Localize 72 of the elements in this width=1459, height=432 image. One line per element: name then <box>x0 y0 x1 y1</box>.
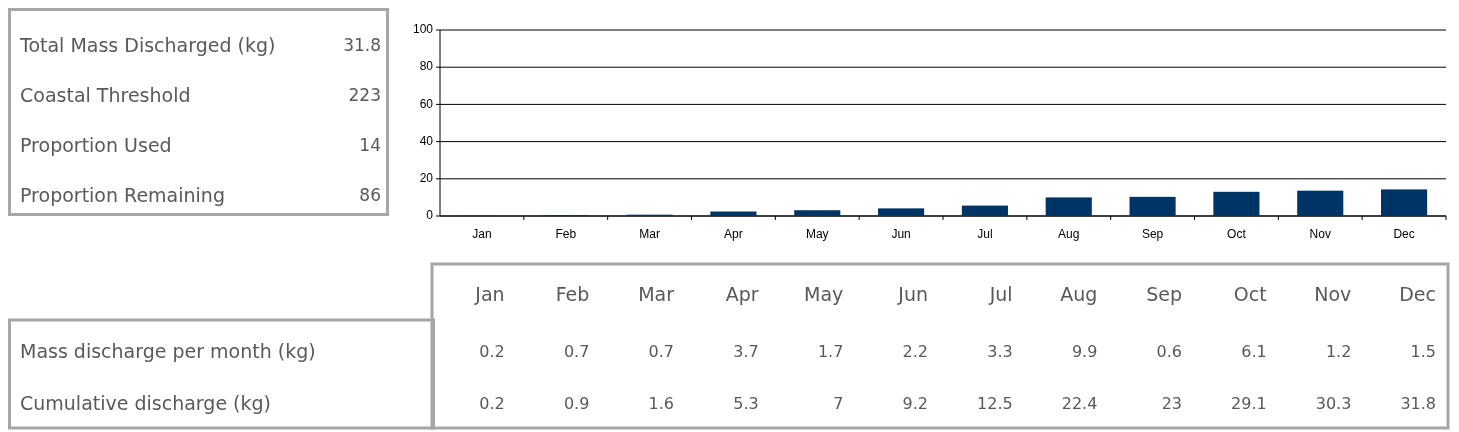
data-label: 22.4 <box>1061 393 1098 413</box>
x-tick-label: Nov <box>1309 227 1331 241</box>
text: Cumulative discharge (kg) <box>20 391 272 414</box>
data-label: 6.1 <box>1241 341 1267 361</box>
bar <box>794 210 841 216</box>
data-label: 1.5 <box>1410 341 1436 361</box>
x-tick-label: Jun <box>891 227 911 241</box>
data-label: 23 <box>1161 393 1182 413</box>
data-label: 1.2 <box>1325 341 1352 361</box>
x-tick-label: Oct <box>1227 227 1247 241</box>
x-tick-label: Apr <box>724 227 743 241</box>
data-label: 5.3 <box>733 393 759 413</box>
data-label: 7 <box>833 393 844 413</box>
data-label: 1.6 <box>648 393 674 413</box>
bar <box>1381 189 1428 216</box>
category-label: Proportion Used <box>20 133 172 156</box>
category-label: Jun <box>897 282 928 305</box>
text: Mass discharge per month (kg) <box>20 339 316 362</box>
x-tick-label: Sep <box>1141 227 1164 241</box>
data-label: 9.2 <box>902 393 928 413</box>
x-tick-label: May <box>805 227 829 241</box>
category-label: Jul <box>988 282 1013 305</box>
x-tick-label: Dec <box>1393 227 1415 241</box>
data-label: 3.3 <box>987 341 1013 361</box>
data-label: 31.8 <box>1400 393 1436 413</box>
bar <box>1297 190 1344 216</box>
x-tick-label: Jan <box>472 227 492 241</box>
bar <box>1045 197 1092 216</box>
data-label: 14 <box>359 135 381 155</box>
y-tick-label: 0 <box>426 208 434 223</box>
category-label: Mar <box>638 282 675 305</box>
data-label: 0.2 <box>479 393 505 413</box>
category-label: Oct <box>1233 282 1267 305</box>
x-tick-label: Aug <box>1058 227 1080 241</box>
y-tick-label: 100 <box>412 22 434 37</box>
x-tick-label: Mar <box>639 227 660 241</box>
data-label: 0.6 <box>1156 341 1182 361</box>
bar <box>1213 191 1260 216</box>
category-label: Jan <box>474 282 505 305</box>
category-label: Nov <box>1314 282 1352 305</box>
category-label: Feb <box>555 282 590 305</box>
bar <box>1129 196 1176 216</box>
category-label: Proportion Remaining <box>20 183 225 206</box>
data-label: 31.8 <box>343 35 381 55</box>
y-tick-label: 80 <box>419 59 434 74</box>
data-label: 12.5 <box>977 393 1013 413</box>
data-label: 9.9 <box>1071 341 1098 361</box>
data-label: 0.9 <box>563 393 590 413</box>
data-label: 0.2 <box>479 341 505 361</box>
category-label: Aug <box>1060 282 1098 305</box>
category-label: Total Mass Discharged (kg) <box>19 33 276 56</box>
y-tick-label: 60 <box>419 96 434 111</box>
data-label: 0.7 <box>563 341 590 361</box>
bar <box>961 205 1008 216</box>
x-tick-label: Jul <box>977 227 993 241</box>
bar <box>878 208 925 216</box>
category-label: Dec <box>1399 282 1436 305</box>
data-label: 2.2 <box>902 341 928 361</box>
y-tick-label: 40 <box>419 133 434 148</box>
data-label: 29.1 <box>1231 393 1267 413</box>
category-label: Coastal Threshold <box>20 83 191 106</box>
data-label: 86 <box>359 185 381 205</box>
data-label: 30.3 <box>1315 393 1352 413</box>
category-label: Apr <box>725 282 759 305</box>
data-label: 3.7 <box>733 341 759 361</box>
data-label: 0.7 <box>648 341 674 361</box>
category-label: May <box>804 282 844 305</box>
data-label: 223 <box>348 85 381 105</box>
category-label: Sep <box>1146 282 1182 305</box>
y-tick-label: 20 <box>419 170 434 185</box>
data-label: 1.7 <box>817 341 844 361</box>
x-tick-label: Feb <box>555 227 577 241</box>
